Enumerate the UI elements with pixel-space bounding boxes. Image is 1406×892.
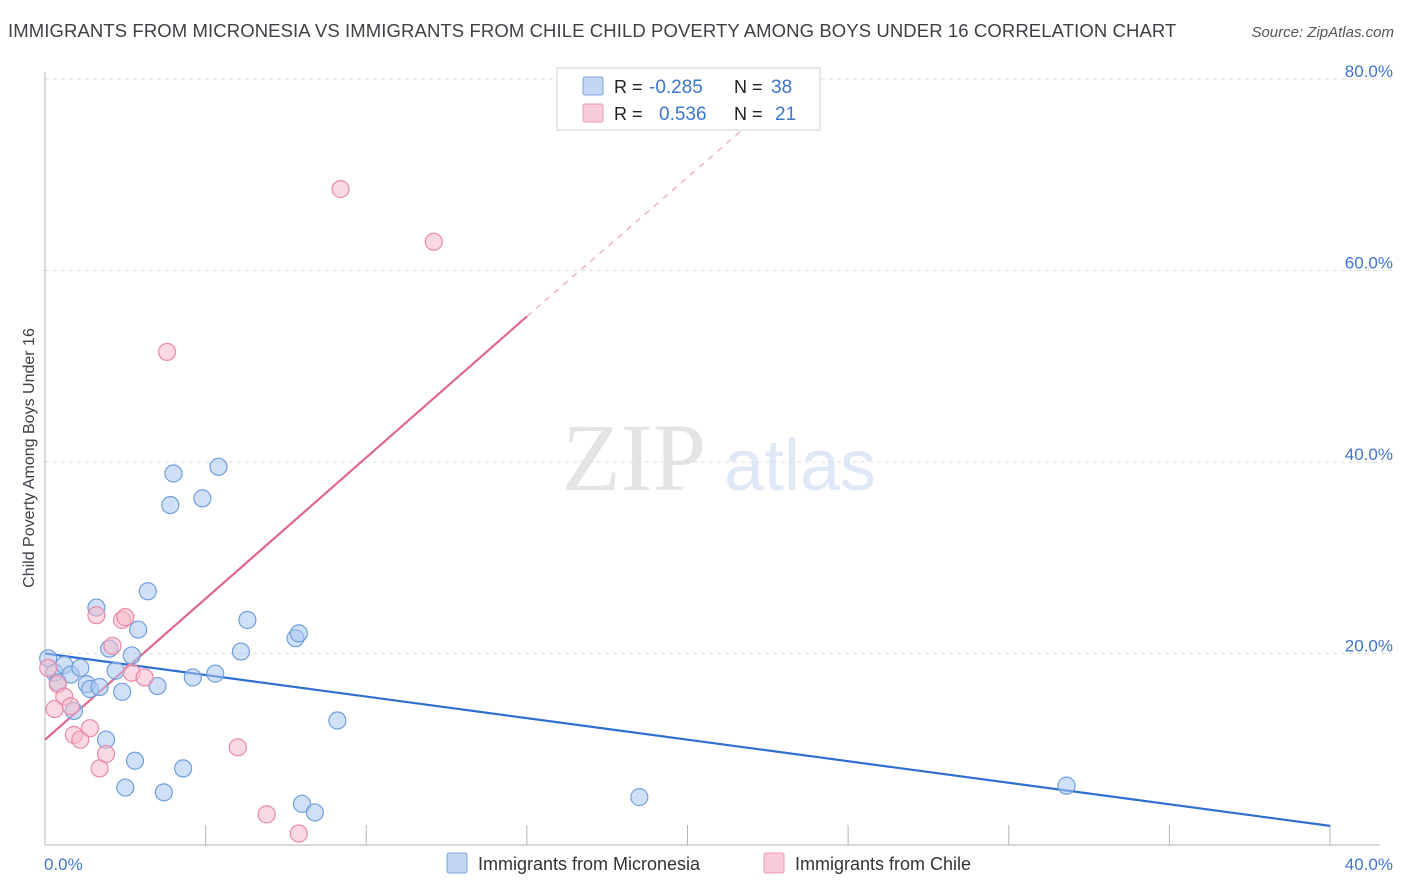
- point-chile: [424, 232, 443, 251]
- point-micronesia: [122, 646, 141, 665]
- y-tick-label: 20.0%: [1345, 637, 1393, 656]
- point-micronesia: [193, 489, 212, 508]
- point-chile: [39, 658, 58, 677]
- point-micronesia: [116, 778, 135, 797]
- point-chile: [61, 697, 80, 716]
- trend-line-chile-extrapolated: [526, 107, 769, 317]
- point-micronesia: [90, 677, 109, 697]
- y-tick-label: 60.0%: [1345, 254, 1393, 273]
- point-micronesia: [209, 457, 228, 476]
- point-micronesia: [174, 759, 193, 778]
- point-micronesia: [289, 624, 308, 643]
- legend-label-chile: Immigrants from Chile: [795, 854, 971, 874]
- legend-r-value-chile: 0.536: [659, 104, 707, 125]
- point-micronesia: [138, 582, 157, 601]
- watermark-atlas: atlas: [724, 426, 876, 506]
- x-ticks: [44, 825, 1331, 845]
- legend-label-micronesia: Immigrants from Micronesia: [478, 854, 701, 874]
- legend-swatch-chile-bottom: [763, 852, 785, 874]
- point-micronesia: [231, 642, 251, 661]
- point-micronesia: [161, 495, 180, 515]
- point-micronesia: [164, 464, 183, 483]
- point-chile: [116, 608, 135, 627]
- point-micronesia: [106, 661, 125, 680]
- point-chile: [331, 180, 350, 199]
- legend-n-label-micronesia: N =: [734, 77, 763, 97]
- point-chile: [96, 744, 116, 764]
- legend-r-label-micronesia: R =: [614, 77, 643, 97]
- grid: [45, 78, 1392, 654]
- x-tick-label-max: 40.0%: [1345, 855, 1393, 874]
- point-micronesia: [1057, 776, 1076, 795]
- point-chile: [157, 342, 177, 361]
- point-micronesia: [292, 794, 312, 813]
- chart-source: Source: ZipAtlas.com: [1251, 24, 1394, 41]
- series-legend: Immigrants from Micronesia Immigrants fr…: [446, 852, 971, 874]
- chart-title: IMMIGRANTS FROM MICRONESIA VS IMMIGRANTS…: [8, 20, 1177, 41]
- legend-swatch-micronesia-bottom: [446, 852, 468, 874]
- point-chile: [80, 719, 100, 738]
- legend-swatch-micronesia: [582, 76, 604, 96]
- watermark: ZIP atlas: [562, 404, 876, 511]
- point-chile: [103, 636, 122, 655]
- legend-r-label-chile: R =: [614, 104, 643, 124]
- point-micronesia: [129, 620, 148, 639]
- y-axis-title: Child Poverty Among Boys Under 16: [21, 328, 38, 588]
- point-micronesia: [206, 664, 225, 683]
- legend-n-value-micronesia: 38: [771, 77, 792, 98]
- watermark-zip: ZIP: [562, 404, 706, 511]
- point-micronesia: [238, 610, 257, 630]
- x-tick-label-min: 0.0%: [44, 855, 83, 874]
- point-chile: [135, 668, 154, 687]
- y-tick-label: 80.0%: [1345, 62, 1393, 81]
- y-tick-label: 40.0%: [1345, 445, 1393, 464]
- legend-r-value-micronesia: -0.285: [649, 77, 703, 98]
- point-micronesia: [148, 676, 167, 696]
- point-micronesia: [125, 751, 145, 770]
- legend-n-label-chile: N =: [734, 104, 763, 124]
- data-points: [39, 180, 1076, 843]
- point-micronesia: [112, 682, 132, 701]
- y-tick-labels: 20.0% 40.0% 60.0% 80.0%: [1345, 62, 1393, 656]
- legend-swatch-chile: [582, 103, 604, 123]
- point-chile: [87, 606, 106, 625]
- point-chile: [289, 824, 308, 843]
- point-micronesia: [183, 668, 202, 687]
- point-chile: [257, 805, 276, 824]
- point-micronesia: [154, 783, 173, 802]
- correlation-legend: R = -0.285 N = 38 R = 0.536 N = 21: [556, 67, 821, 131]
- point-micronesia: [305, 803, 324, 822]
- legend-n-value-chile: 21: [775, 104, 796, 125]
- point-micronesia: [630, 788, 649, 807]
- point-micronesia: [328, 711, 347, 730]
- point-micronesia: [71, 658, 90, 677]
- trend-line-micronesia: [44, 652, 1331, 827]
- point-chile: [228, 738, 247, 757]
